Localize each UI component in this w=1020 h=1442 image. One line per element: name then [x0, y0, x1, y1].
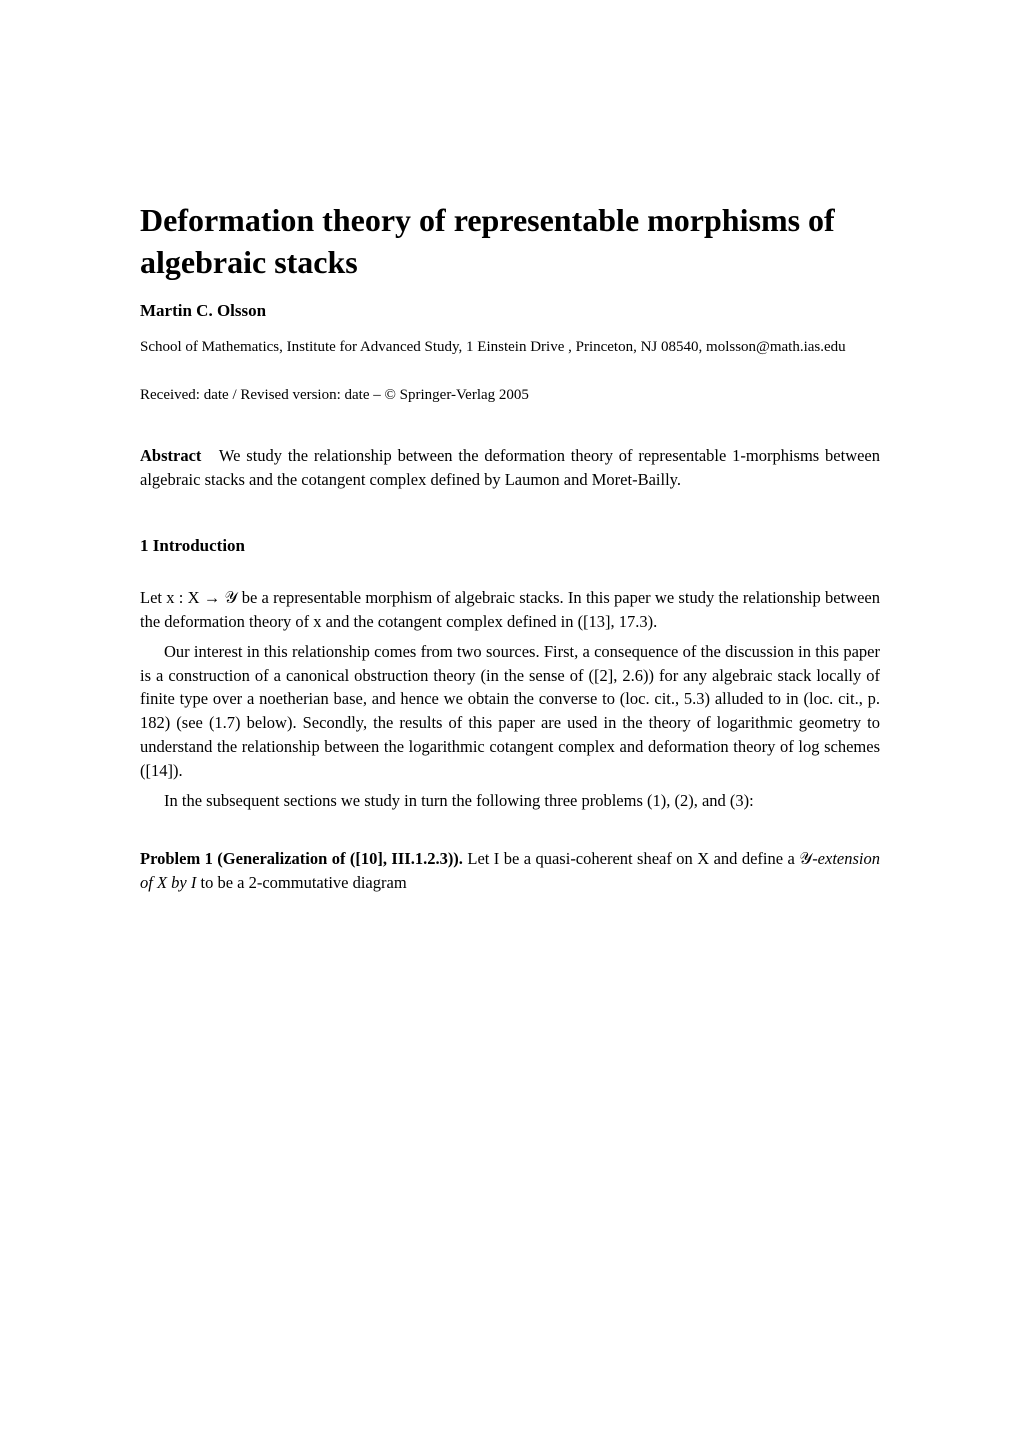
intro-para-1: Let x : X → 𝒴 be a representable morphis…	[140, 586, 880, 634]
problem-1: Problem 1 (Generalization of ([10], III.…	[140, 847, 880, 895]
problem-1-text-b: to be a 2-commutative diagram	[196, 873, 406, 892]
abstract-label: Abstract	[140, 446, 201, 465]
received-line: Received: date / Revised version: date –…	[140, 387, 880, 404]
author-affiliation: School of Mathematics, Institute for Adv…	[140, 337, 880, 359]
abstract-block: Abstract We study the relationship betwe…	[140, 444, 880, 492]
intro-para-2: Our interest in this relationship comes …	[140, 640, 880, 784]
page-content: Deformation theory of representable morp…	[0, 0, 1020, 981]
problem-1-text-a: Let I be a quasi-coherent sheaf on X and…	[463, 849, 812, 868]
author-name: Martin C. Olsson	[140, 301, 880, 321]
section-1-heading: 1 Introduction	[140, 536, 880, 556]
intro-para-3: In the subsequent sections we study in t…	[140, 789, 880, 813]
problem-1-label: Problem 1 (Generalization of ([10], III.…	[140, 849, 463, 868]
abstract-text: We study the relationship between the de…	[140, 446, 880, 489]
paper-title: Deformation theory of representable morp…	[140, 200, 880, 283]
spacer	[140, 819, 880, 847]
